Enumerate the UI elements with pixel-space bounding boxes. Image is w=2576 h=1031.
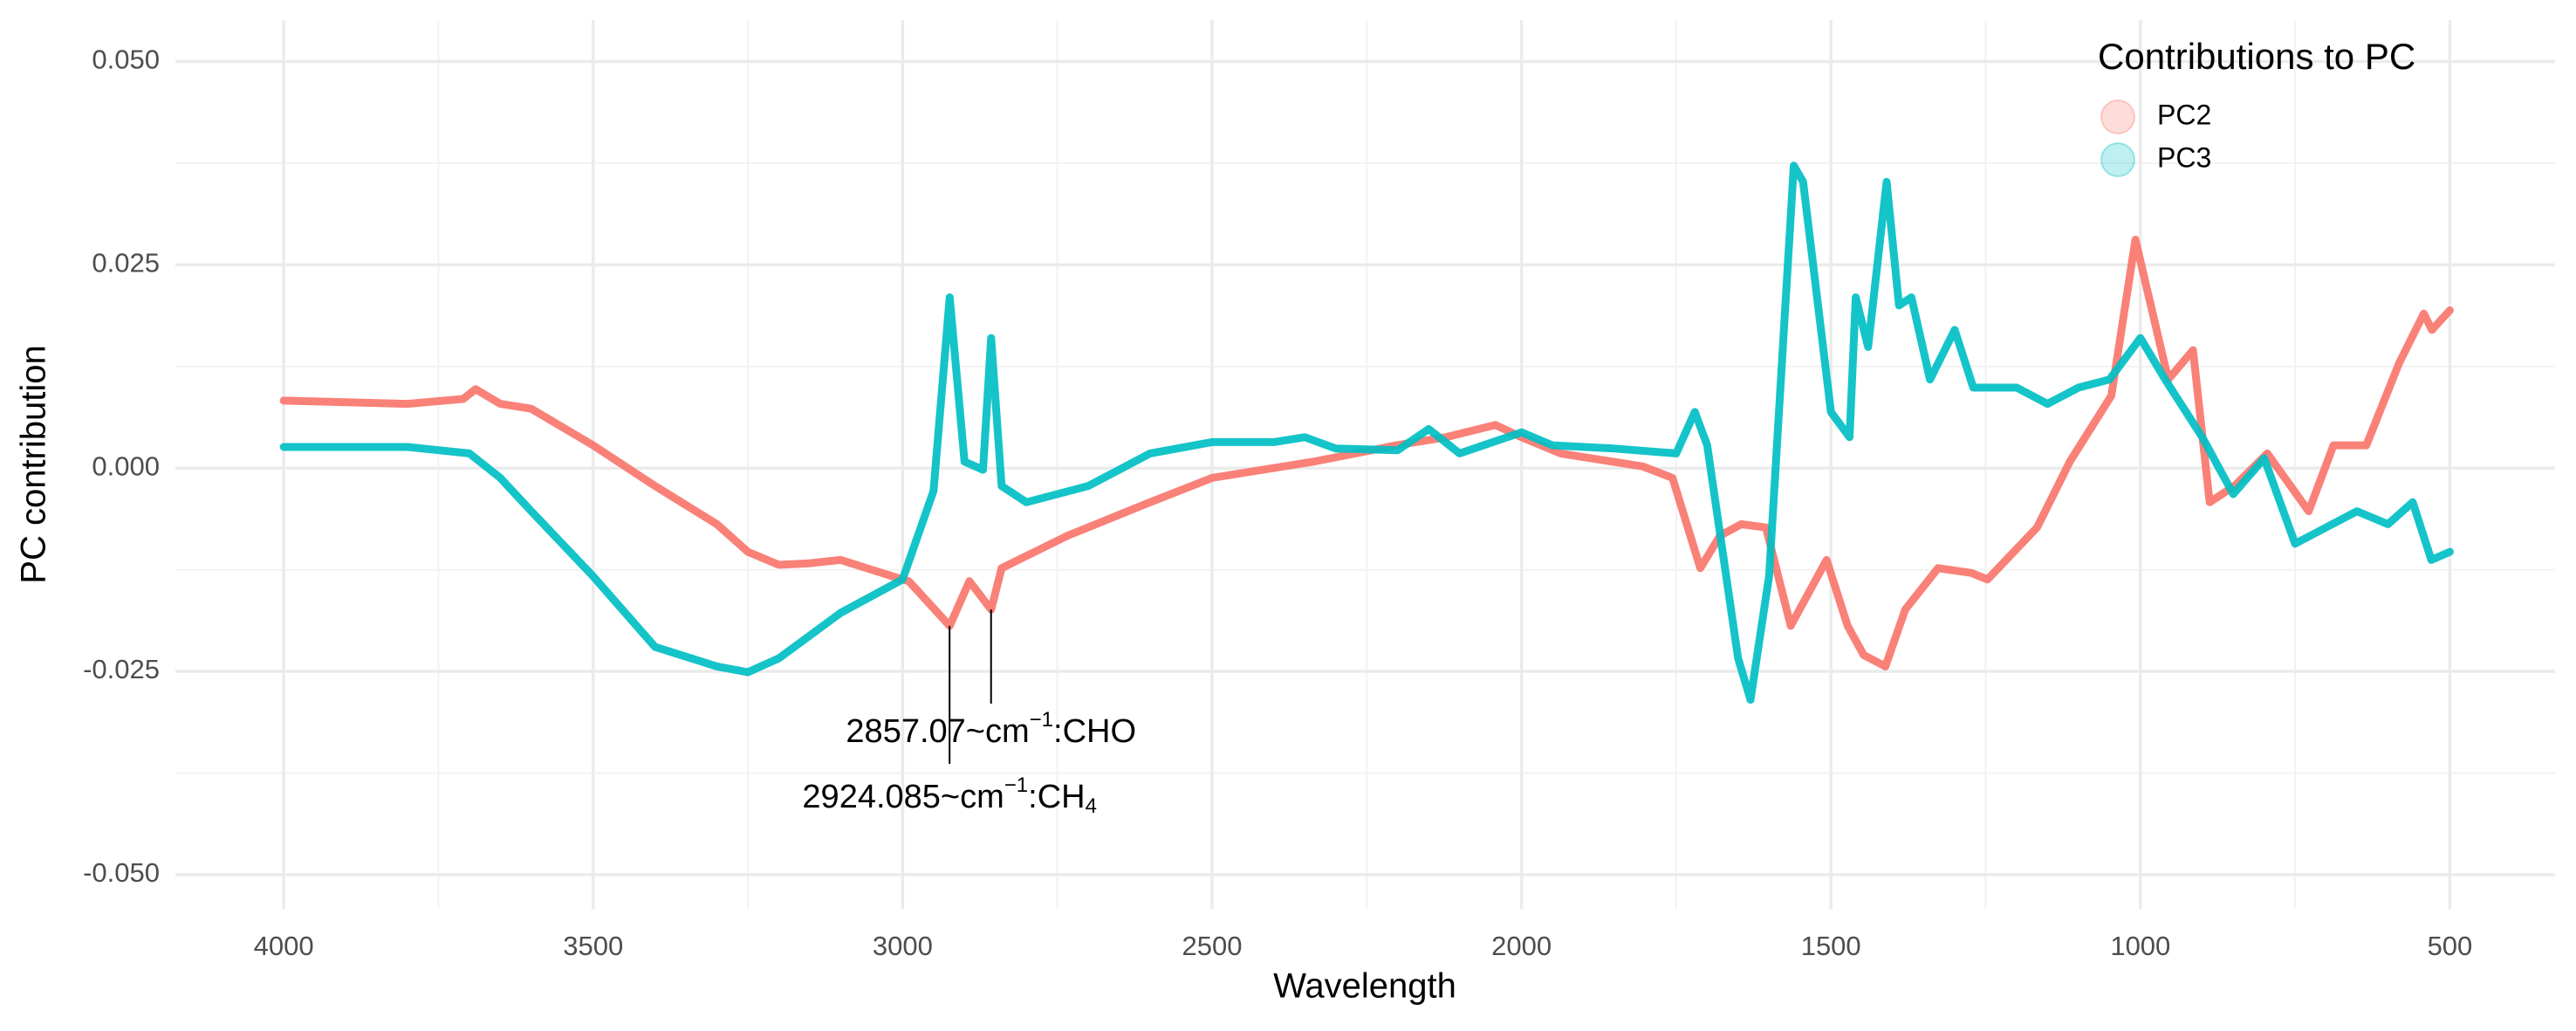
y-tick-label: 0.050	[92, 45, 160, 75]
series-line	[279, 162, 2454, 705]
x-tick-label: 4000	[254, 931, 314, 961]
grid	[175, 20, 2555, 909]
annotation: 2924.085~cm−1:CH4	[802, 773, 1097, 818]
x-axis-title: Wavelength	[1273, 967, 1456, 1006]
annotation-suffix: :CHO	[1053, 713, 1136, 750]
y-axis-title: PC contribution	[15, 345, 53, 583]
legend: Contributions to PC PC2 PC3	[2098, 36, 2415, 177]
legend-swatch	[2100, 142, 2135, 177]
legend-swatch	[2100, 100, 2135, 134]
legend-title: Contributions to PC	[2098, 36, 2415, 77]
annotation-suffix: :CH	[1028, 779, 1085, 815]
annotation: 2857.07~cm−1:CHO	[846, 708, 1136, 750]
y-tick-label: 0.025	[92, 248, 160, 278]
annotation-text: 2857.07~cm	[846, 713, 1029, 750]
x-tick-label: 1000	[2110, 931, 2170, 961]
labels: 4000 3500 3000 2500 2000 1500 1000 500 0.050 0.02…	[83, 45, 2472, 961]
series-line	[279, 236, 2454, 670]
x-tick-label: 3500	[563, 931, 623, 961]
legend-label: PC2	[2157, 99, 2211, 130]
x-tick-label: 1500	[1801, 931, 1861, 961]
y-tick-label: -0.050	[83, 857, 160, 888]
annotation-sub: 4	[1086, 794, 1097, 818]
plot-lines	[279, 162, 2454, 705]
x-tick-label: 2000	[1491, 931, 1552, 961]
y-tick-label: 0.000	[92, 450, 160, 481]
legend-label: PC3	[2157, 141, 2211, 173]
annotation-text: 2924.085~cm	[802, 779, 1004, 815]
y-tick-label: -0.025	[83, 654, 160, 684]
x-tick-label: 500	[2428, 931, 2473, 961]
annotation-sup: −1	[1030, 708, 1053, 732]
x-tick-label: 3000	[873, 931, 933, 961]
x-tick-label: 2500	[1182, 931, 1242, 961]
annotation-sup: −1	[1004, 773, 1028, 797]
